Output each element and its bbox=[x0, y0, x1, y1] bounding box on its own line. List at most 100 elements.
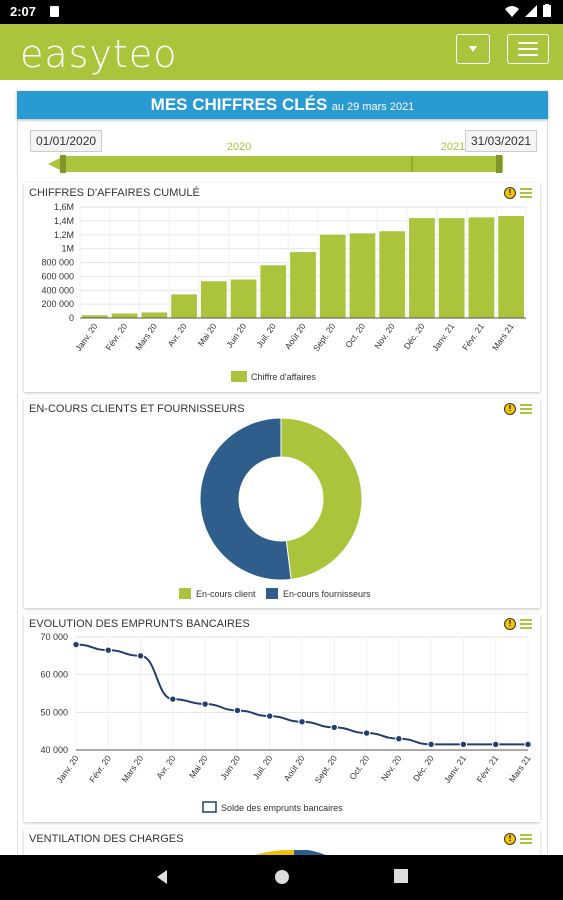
y-tick-label: 800 000 bbox=[41, 258, 74, 268]
data-point bbox=[169, 695, 177, 703]
info-icon[interactable]: ! bbox=[504, 187, 516, 199]
slider-end-handle[interactable] bbox=[496, 155, 502, 173]
x-tick-label: Sept. 20 bbox=[313, 753, 340, 785]
x-tick-label: Août 20 bbox=[283, 321, 308, 351]
x-tick-label: Oct. 20 bbox=[347, 753, 371, 781]
y-tick-label: 0 bbox=[69, 313, 74, 323]
bar bbox=[171, 294, 197, 318]
end-date-field[interactable]: 31/03/2021 bbox=[465, 130, 538, 152]
dropdown-button[interactable] bbox=[456, 34, 490, 64]
period-slider[interactable]: 2020 2021 bbox=[46, 138, 536, 178]
legend-swatch bbox=[179, 588, 191, 599]
data-point bbox=[395, 735, 403, 743]
y-tick-label: 400 000 bbox=[41, 285, 74, 295]
x-tick-label: Nov. 20 bbox=[379, 753, 404, 782]
dropdown-arrow-icon bbox=[469, 46, 477, 52]
x-tick-label: Févr. 21 bbox=[460, 321, 486, 352]
banner-date: au 29 mars 2021 bbox=[331, 101, 415, 113]
data-point bbox=[72, 640, 80, 649]
legend-label: Chiffre d'affaires bbox=[251, 372, 316, 382]
x-tick-label: Juil. 20 bbox=[251, 753, 275, 781]
x-tick-label: Avr. 20 bbox=[154, 753, 177, 781]
outstanding-card-title: EN-COURS CLIENTS ET FOURNISSEURS bbox=[29, 403, 245, 415]
sim-card-icon bbox=[50, 6, 59, 17]
revenue-card: CHIFFRES D'AFFAIRES CUMULÉ ! 0 200 000 400… bbox=[24, 183, 540, 392]
data-point bbox=[201, 700, 209, 708]
x-tick-label: Juil. 20 bbox=[254, 321, 278, 349]
slider-start-handle[interactable] bbox=[60, 155, 66, 173]
hamburger-menu-icon[interactable] bbox=[520, 833, 532, 845]
charges-card-title: VENTILATION DES CHARGES bbox=[29, 833, 184, 845]
y-tick-label: 1M bbox=[61, 244, 74, 254]
main-menu-button[interactable] bbox=[507, 34, 549, 64]
back-icon[interactable] bbox=[155, 869, 169, 885]
donut-slice bbox=[199, 417, 292, 581]
loans-line-chart: 40 000 50 000 60 000 70 000 Janv. 20 Févr. 20… bbox=[40, 632, 533, 813]
x-tick-label: Avr. 20 bbox=[165, 321, 188, 349]
bar bbox=[438, 218, 465, 318]
data-point bbox=[266, 712, 274, 720]
bar bbox=[141, 312, 168, 318]
signal-icon bbox=[525, 4, 537, 17]
hamburger-menu-icon bbox=[518, 42, 538, 56]
bar bbox=[290, 252, 316, 318]
data-point bbox=[459, 740, 468, 749]
x-tick-label: Févr. 20 bbox=[103, 321, 129, 352]
home-icon[interactable] bbox=[274, 869, 290, 885]
data-point bbox=[136, 652, 145, 660]
x-tick-label: Janv. 21 bbox=[430, 321, 456, 353]
x-tick-label: Déc. 20 bbox=[402, 321, 427, 351]
y-tick-label: 50 000 bbox=[40, 707, 68, 717]
x-tick-label: Mars 21 bbox=[507, 753, 533, 784]
x-tick-label: Nov. 20 bbox=[372, 321, 397, 350]
x-tick-label: Janv. 20 bbox=[73, 321, 99, 353]
bar bbox=[200, 281, 227, 318]
bar bbox=[319, 234, 346, 318]
bar bbox=[498, 216, 524, 318]
battery-icon bbox=[543, 4, 551, 17]
easyteo-logo: easyteo bbox=[20, 32, 178, 76]
y-tick-label: 1,4M bbox=[54, 216, 74, 226]
y-tick-label: 40 000 bbox=[40, 745, 68, 755]
donut-slice bbox=[280, 417, 363, 580]
legend-label: En-cours fournisseurs bbox=[283, 589, 371, 599]
x-tick-label: Mars 20 bbox=[133, 321, 159, 352]
hamburger-menu-icon[interactable] bbox=[520, 618, 532, 630]
loans-card-title: EVOLUTION DES EMPRUNTS BANCAIRES bbox=[29, 618, 250, 630]
y-tick-label: 60 000 bbox=[40, 670, 68, 680]
x-tick-label: Févr. 20 bbox=[87, 753, 113, 784]
bar bbox=[349, 233, 376, 318]
wifi-icon bbox=[505, 5, 519, 17]
data-point bbox=[427, 740, 435, 749]
start-date-field[interactable]: 01/01/2020 bbox=[30, 130, 103, 152]
content-panel bbox=[17, 119, 548, 859]
legend-label: En-cours client bbox=[196, 589, 256, 599]
info-icon[interactable]: ! bbox=[504, 833, 516, 845]
data-point bbox=[233, 706, 242, 715]
hamburger-menu-icon[interactable] bbox=[520, 187, 532, 199]
slider-track[interactable] bbox=[60, 156, 503, 172]
data-point bbox=[298, 718, 306, 726]
key-figures-banner: MES CHIFFRES CLÉS au 29 mars 2021 bbox=[17, 91, 548, 119]
outstanding-donut-chart: En-cours client En-cours fournisseurs bbox=[179, 417, 371, 599]
data-point bbox=[492, 740, 500, 749]
hamburger-menu-icon[interactable] bbox=[520, 403, 532, 415]
bar bbox=[111, 313, 138, 318]
y-tick-label: 600 000 bbox=[41, 271, 74, 281]
recents-icon[interactable] bbox=[394, 869, 408, 883]
slider-left-arrow-icon[interactable] bbox=[48, 158, 60, 170]
y-tick-label: 70 000 bbox=[40, 632, 68, 642]
data-point bbox=[362, 729, 371, 737]
status-icons bbox=[505, 4, 551, 17]
bar bbox=[379, 231, 406, 318]
outstanding-card: EN-COURS CLIENTS ET FOURNISSEURS ! En-co… bbox=[24, 399, 540, 608]
revenue-bar-chart: 0 200 000 400 000 600 000 800 000 1M 1,2M 1,4M 1… bbox=[41, 202, 527, 382]
bar bbox=[260, 265, 287, 318]
bar bbox=[230, 279, 257, 318]
info-icon[interactable]: ! bbox=[504, 403, 516, 415]
info-icon[interactable]: ! bbox=[504, 618, 516, 630]
x-tick-label: Mai 20 bbox=[196, 321, 219, 348]
bar bbox=[468, 217, 495, 318]
y-tick-label: 1,2M bbox=[54, 230, 74, 240]
x-tick-label: Mars 20 bbox=[119, 753, 145, 784]
